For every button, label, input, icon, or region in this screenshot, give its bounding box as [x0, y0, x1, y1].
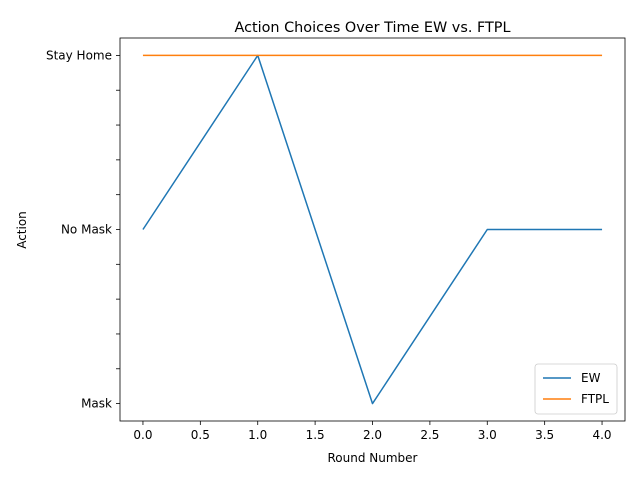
x-tick-label: 2.0 — [363, 428, 382, 442]
y-tick-label: Stay Home — [46, 48, 112, 62]
y-tick-label: Mask — [81, 397, 112, 411]
x-tick-label: 2.5 — [420, 428, 439, 442]
x-tick-label: 1.5 — [306, 428, 325, 442]
x-tick-label: 0.5 — [191, 428, 210, 442]
chart-title: Action Choices Over Time EW vs. FTPL — [234, 20, 510, 36]
legend-label-ew: EW — [581, 371, 601, 385]
x-tick-label: 1.0 — [248, 428, 267, 442]
series-lines — [142, 54, 603, 405]
x-tick-label: 4.0 — [592, 428, 611, 442]
x-tick-label: 3.0 — [478, 428, 497, 442]
legend-label-ftpl: FTPL — [581, 392, 609, 406]
axes-frame — [119, 37, 626, 422]
x-tick-label: 3.5 — [535, 428, 554, 442]
x-tick-label: 0.0 — [133, 428, 152, 442]
y-axis-ticks: Mask No Mask Stay Home — [46, 48, 120, 411]
legend-box — [534, 363, 618, 415]
x-axis-ticks: 0.0 0.5 1.0 1.5 2.0 2.5 3.0 3.5 4.0 — [133, 421, 612, 442]
axes-border — [119, 37, 626, 422]
y-tick-label: No Mask — [61, 223, 112, 237]
y-axis-label: Action — [15, 211, 29, 249]
series-line-ew — [142, 54, 603, 405]
x-axis-label: Round Number — [328, 451, 418, 465]
legend: EW FTPL — [534, 363, 618, 415]
